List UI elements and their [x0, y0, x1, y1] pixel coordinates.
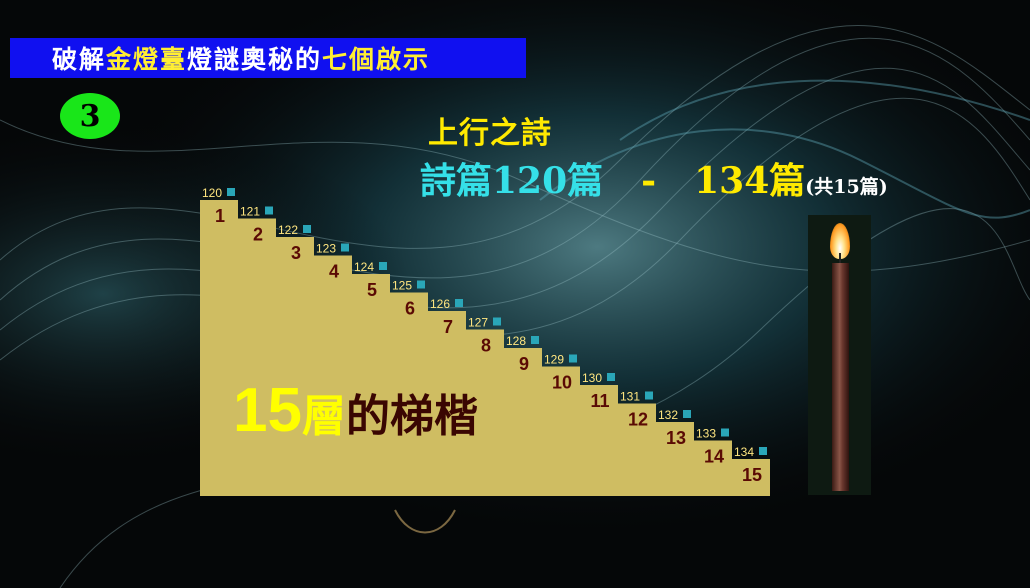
step-number: 11 [590, 391, 609, 411]
title-segment-4: 七個啟示 [322, 45, 431, 74]
step-marker-icon [607, 373, 615, 381]
step-number: 8 [481, 336, 491, 356]
step-marker-icon [531, 336, 539, 344]
staircase-shape [200, 200, 770, 496]
step-number: 10 [552, 373, 572, 393]
step-psalm-label: 132 [658, 408, 678, 422]
step-marker-icon [379, 262, 387, 270]
step-psalm-label: 122 [278, 223, 298, 237]
step-psalm-label: 130 [582, 371, 602, 385]
step-marker-icon [417, 280, 425, 289]
heading-songs-of-ascents: 上行之詩 [428, 116, 552, 151]
fifteen-steps-rest: 的梯楷 [345, 391, 478, 442]
fifteen-steps-number: 15 [233, 376, 302, 445]
step-psalm-label: 133 [696, 427, 716, 441]
step-psalm-label: 134 [734, 445, 754, 459]
candle-wick [839, 253, 841, 265]
step-marker-icon [341, 243, 349, 252]
fifteen-steps-ceng: 層 [301, 391, 346, 442]
step-marker-icon [227, 188, 235, 196]
psalm-range-end: 134篇 [694, 160, 806, 202]
step-number: 1 [215, 206, 225, 226]
step-number: 13 [666, 428, 686, 448]
step-marker-icon [721, 428, 729, 437]
psalm-range-start: 詩篇120篇 [420, 160, 604, 202]
step-marker-icon [303, 225, 311, 233]
title-segment-3: 燈謎奧秘的 [187, 45, 323, 74]
slide-title: 破解 金燈臺 燈謎奧秘的 七個啟示 [10, 38, 526, 78]
step-marker-icon [645, 391, 653, 400]
step-number: 9 [519, 354, 529, 374]
step-number: 4 [329, 262, 339, 282]
step-psalm-label: 127 [468, 316, 488, 330]
step-psalm-label: 128 [506, 334, 526, 348]
step-number: 12 [628, 410, 648, 430]
number-badge: 3 [60, 93, 120, 139]
step-marker-icon [493, 317, 501, 326]
step-psalm-label: 129 [544, 353, 564, 367]
heading-psalm-range: 詩篇120篇 -134篇(共15篇) [420, 152, 888, 204]
psalm-range-dash: - [641, 160, 657, 202]
step-psalm-label: 124 [354, 260, 374, 274]
title-segment-2: 金燈臺 [106, 45, 188, 74]
step-marker-icon [569, 354, 577, 363]
step-marker-icon [455, 299, 463, 307]
step-marker-icon [265, 206, 273, 215]
step-number: 2 [253, 225, 263, 245]
step-marker-icon [759, 447, 767, 455]
step-number: 5 [367, 280, 377, 300]
candle-image [808, 215, 871, 495]
step-psalm-label: 121 [240, 205, 260, 219]
step-psalm-label: 120 [202, 186, 222, 200]
step-psalm-label: 126 [430, 297, 450, 311]
step-psalm-label: 131 [620, 390, 640, 404]
candle-flame-icon [830, 223, 850, 259]
step-psalm-label: 123 [316, 242, 336, 256]
candle-icon [832, 263, 849, 491]
step-marker-icon [683, 410, 691, 418]
step-number: 14 [704, 447, 724, 467]
step-number: 7 [443, 317, 453, 337]
psalm-range-count: (共15篇) [805, 176, 888, 198]
step-number: 3 [291, 243, 301, 263]
fifteen-steps-label: 15層的梯楷 [233, 375, 478, 446]
step-psalm-label: 125 [392, 279, 412, 293]
step-number: 6 [405, 299, 415, 319]
step-number: 15 [742, 465, 762, 485]
title-segment-1: 破解 [52, 45, 107, 74]
